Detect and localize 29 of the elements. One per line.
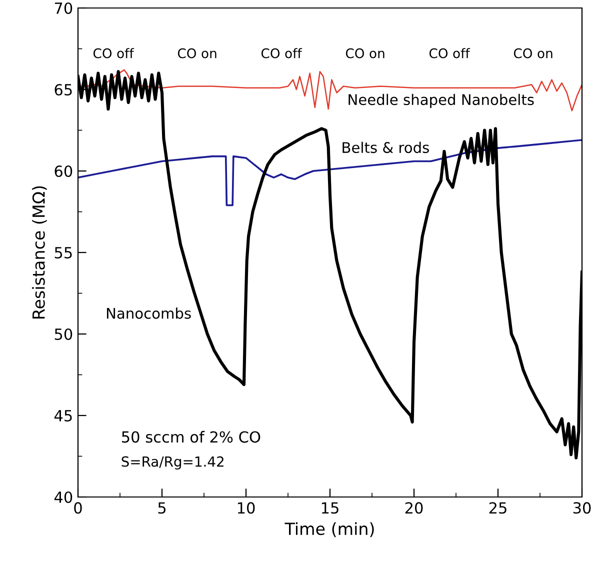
series-label: Nanocombs [106,308,191,319]
y-tick-label: 45 [54,410,72,422]
x-tick-label: 20 [405,502,423,514]
annotation: CO on [178,48,216,58]
x-tick-label: 30 [573,502,591,514]
x-tick-label: 15 [322,502,338,514]
y-tick-label: 50 [54,328,72,340]
x-tick-label: 25 [489,502,506,514]
annotation: S=Ra/Rg=1.42 [122,456,224,470]
series-label: Needle shaped Nanobelts [348,94,534,108]
annotation: CO on [514,48,552,58]
x-tick-label: 0 [74,502,82,514]
annotation: CO off [93,48,134,58]
y-axis-title: Resistance (MΩ) [32,186,47,318]
y-tick-label: 65 [54,84,72,96]
y-tick-label: 70 [54,2,72,14]
x-axis-title: Time (min) [284,522,374,538]
series-label: Belts & rods [342,142,429,154]
x-tick-label: 5 [158,502,166,514]
y-tick-label: 60 [54,165,72,178]
annotation: 50 sccm of 2% CO [122,430,260,443]
x-tick-label: 10 [238,502,255,514]
annotation: CO on [346,48,384,58]
line-series [78,69,582,112]
annotation: CO off [429,48,470,58]
y-tick-label: 55 [54,247,72,259]
y-tick-label: 40 [54,491,72,504]
annotation: CO off [261,48,302,58]
line-series [78,139,582,206]
